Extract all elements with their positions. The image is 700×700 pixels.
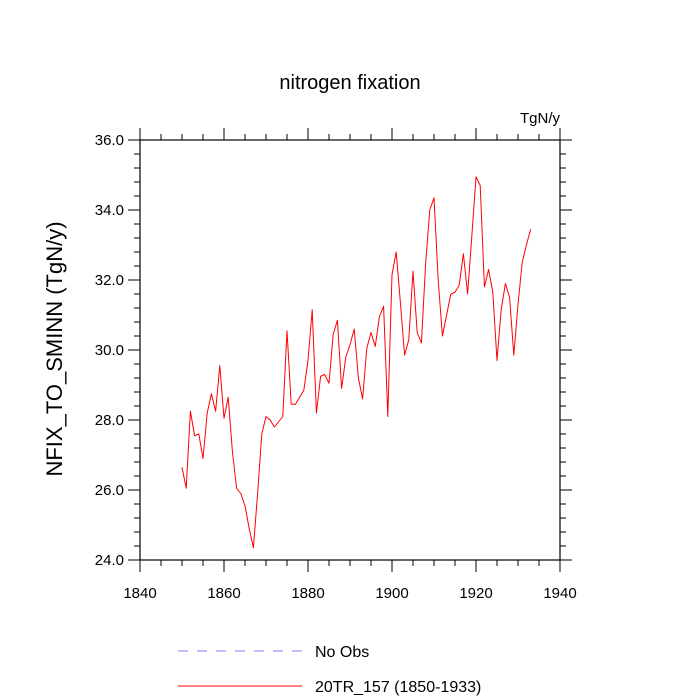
legend-label-20tr-157: 20TR_157 (1850-1933) (315, 679, 481, 696)
x-tick-label: 1860 (207, 585, 240, 602)
y-tick-label: 34.0 (95, 202, 124, 219)
series-line-20tr-157 (181, 176, 532, 549)
x-tick-label: 1840 (123, 585, 156, 602)
axis-ticks (128, 128, 572, 572)
legend-label-no-obs: No Obs (315, 644, 369, 661)
y-tick-label: 36.0 (95, 132, 124, 149)
data-series (181, 176, 532, 549)
chart-title: nitrogen fixation (279, 72, 420, 94)
y-tick-label: 26.0 (95, 482, 124, 499)
x-tick-label: 1920 (459, 585, 492, 602)
x-tick-label: 1940 (543, 585, 576, 602)
y-axis-label: NFIX_TO_SMINN (TgN/y) (42, 221, 67, 476)
y-tick-label: 30.0 (95, 342, 124, 359)
tick-labels: 1840 1860 1880 1900 1920 1940 24.0 26.0 28.0 30.0… (95, 132, 577, 602)
legend: No Obs 20TR_157 (1850-1933) (178, 644, 481, 696)
x-tick-label: 1880 (291, 585, 324, 602)
units-label: TgN/y (520, 110, 561, 127)
y-tick-label: 32.0 (95, 272, 124, 289)
plot-frame (139, 139, 561, 561)
x-tick-label: 1900 (375, 585, 408, 602)
y-tick-label: 28.0 (95, 412, 124, 429)
y-tick-label: 24.0 (95, 552, 124, 569)
